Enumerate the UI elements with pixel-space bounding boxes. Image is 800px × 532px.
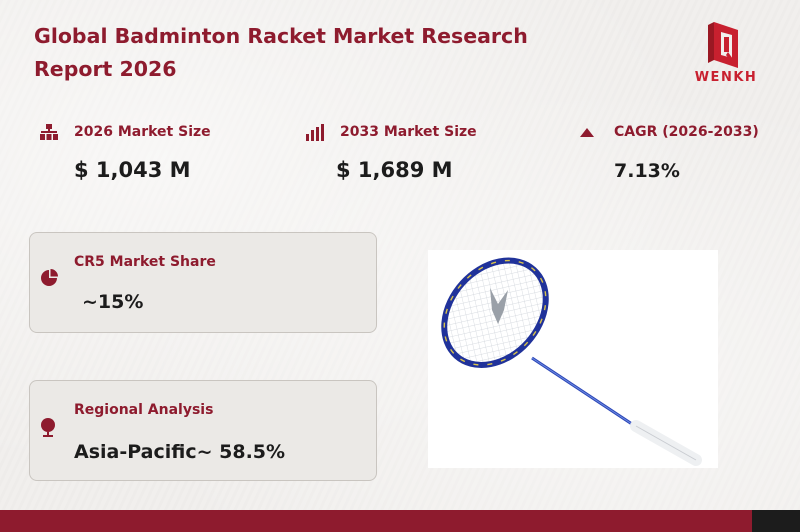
card-value: ~15%	[82, 291, 144, 313]
badminton-racket-icon	[441, 257, 702, 466]
hierarchy-icon	[40, 124, 58, 140]
pie-chart-icon	[41, 269, 58, 286]
card-value: Asia-Pacific~ 58.5%	[74, 441, 286, 463]
bar-chart-icon	[306, 124, 324, 141]
badminton-racket-image	[428, 250, 718, 468]
stat-value: $ 1,043 M	[74, 158, 191, 182]
card-label: CR5 Market Share	[74, 254, 216, 270]
regional-analysis-card: Regional Analysis Asia-Pacific~ 58.5%	[29, 380, 377, 481]
wenkh-logo: WENKH	[680, 20, 772, 90]
footer-accent	[752, 510, 800, 532]
stat-value: $ 1,689 M	[336, 158, 453, 182]
footer-bar	[0, 510, 800, 532]
logo-text: WENKH	[694, 70, 758, 85]
stat-value: 7.13%	[614, 160, 680, 182]
logo-mark-icon	[708, 22, 738, 68]
stat-label: 2033 Market Size	[340, 124, 477, 140]
stat-label: CAGR (2026-2033)	[614, 124, 759, 140]
stat-label: 2026 Market Size	[74, 124, 211, 140]
globe-icon	[41, 418, 55, 437]
triangle-up-icon	[580, 128, 594, 137]
page-title: Global Badminton Racket Market Research …	[34, 24, 528, 81]
card-label: Regional Analysis	[74, 402, 214, 418]
cr5-market-share-card: CR5 Market Share ~15%	[29, 232, 377, 333]
